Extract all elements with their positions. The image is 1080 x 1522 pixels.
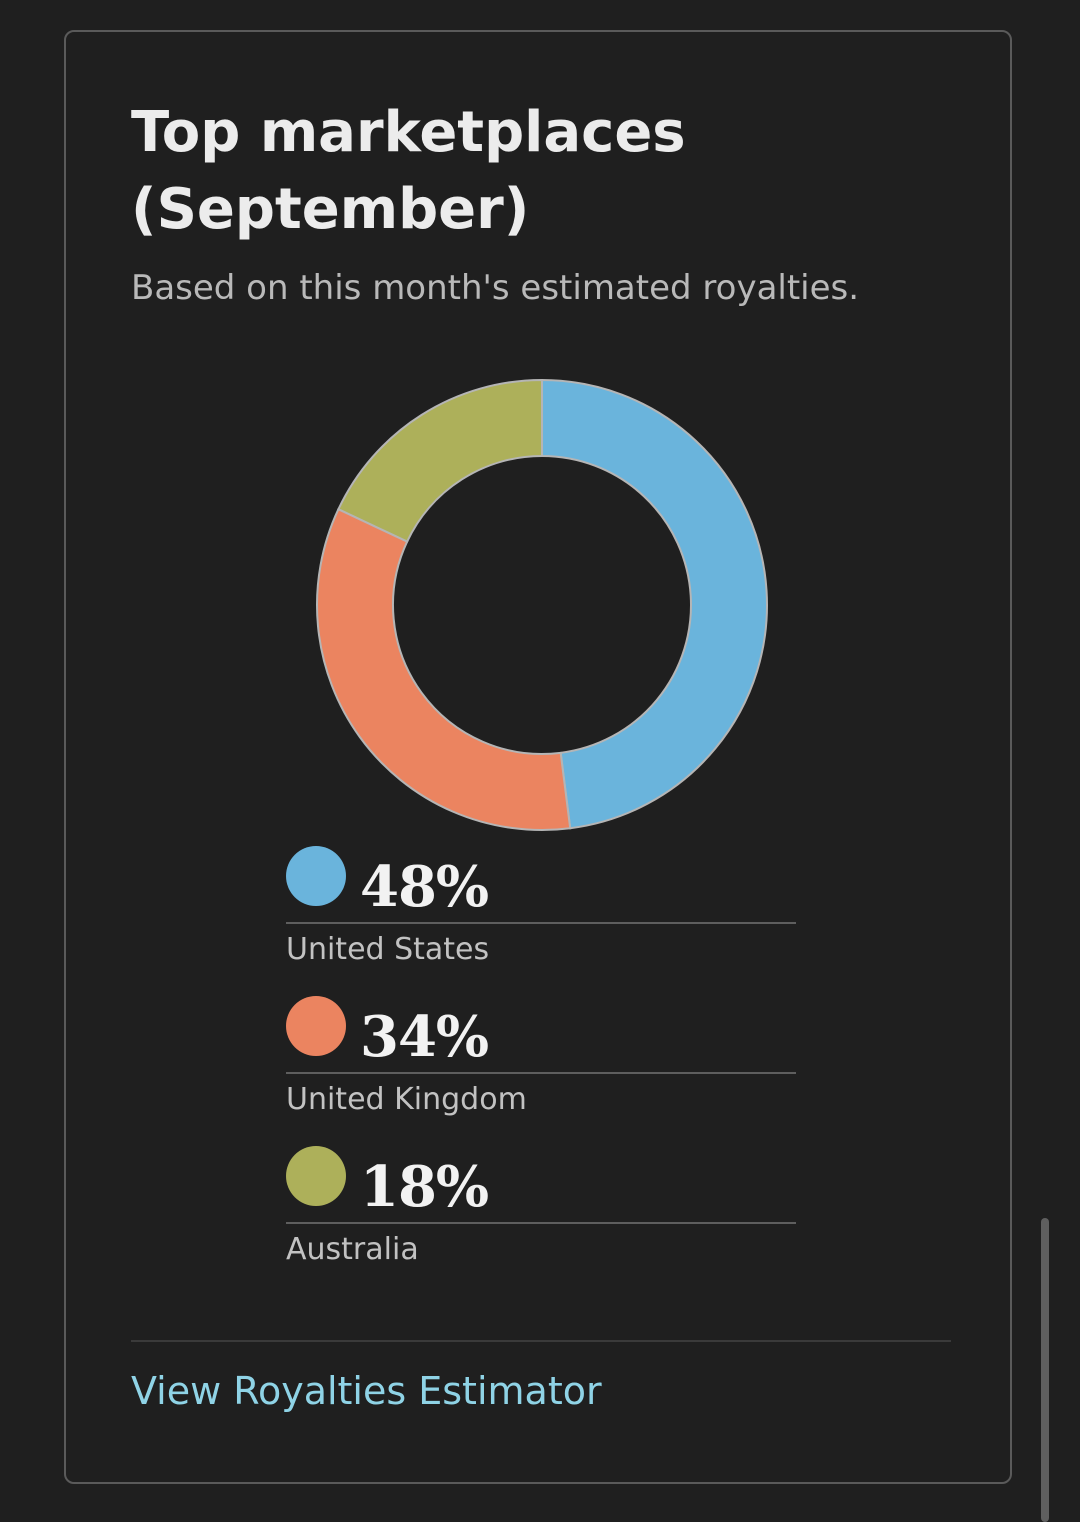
card-subtitle: Based on this month's estimated royaltie… bbox=[131, 268, 860, 308]
top-marketplaces-card: Top marketplaces (September) Based on th… bbox=[64, 30, 1012, 1484]
legend-divider bbox=[286, 922, 796, 924]
legend-percent-australia: 18% bbox=[360, 1154, 489, 1220]
legend-label-united-states: United States bbox=[286, 932, 490, 967]
marketplaces-donut-chart bbox=[316, 378, 768, 831]
legend-item-united-kingdom: 34% United Kingdom bbox=[286, 994, 796, 1144]
legend-percent-united-kingdom: 34% bbox=[360, 1004, 489, 1070]
legend-divider bbox=[286, 1072, 796, 1074]
chart-legend: 48% United States 34% United Kingdom 18%… bbox=[286, 844, 796, 1294]
donut-slice-united-kingdom bbox=[316, 507, 572, 831]
legend-percent-united-states: 48% bbox=[360, 854, 489, 920]
legend-label-united-kingdom: United Kingdom bbox=[286, 1082, 527, 1117]
view-royalties-estimator-link[interactable]: View Royalties Estimator bbox=[131, 1369, 602, 1413]
legend-dot-united-states bbox=[286, 846, 346, 906]
legend-item-australia: 18% Australia bbox=[286, 1144, 796, 1294]
card-footer-divider bbox=[131, 1340, 951, 1342]
legend-divider bbox=[286, 1222, 796, 1224]
legend-label-australia: Australia bbox=[286, 1232, 419, 1267]
legend-dot-australia bbox=[286, 1146, 346, 1206]
legend-item-united-states: 48% United States bbox=[286, 844, 796, 994]
page-scrollbar[interactable] bbox=[1041, 1218, 1049, 1522]
legend-dot-united-kingdom bbox=[286, 996, 346, 1056]
donut-slice-united-states bbox=[541, 378, 768, 830]
card-title: Top marketplaces (September) bbox=[131, 100, 686, 242]
donut-slice-australia bbox=[337, 378, 543, 543]
